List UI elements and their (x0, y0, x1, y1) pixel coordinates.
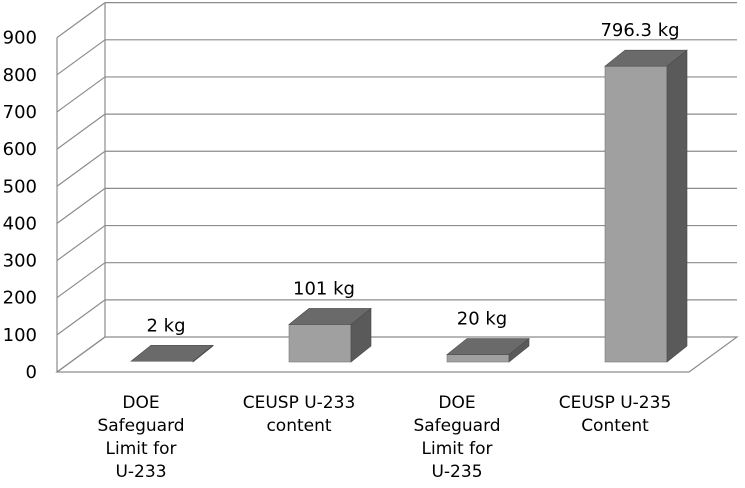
y-tick-label: 600 (3, 139, 37, 160)
chart-floor (55, 336, 739, 373)
bar-top (446, 338, 530, 355)
bar-top (130, 344, 214, 362)
data-label: 2 kg (146, 315, 185, 336)
data-label: 796.3 kg (600, 20, 679, 41)
y-axis-tick-labels: 0 100 200 300 400 500 600 700 800 900 (3, 28, 37, 383)
bar-top (604, 49, 688, 67)
gridline-wall (56, 262, 106, 299)
gridline-wall (56, 150, 106, 187)
gridline-wall (56, 225, 106, 262)
gridline-wall (56, 299, 106, 336)
category-label: CEUSP U-235 (559, 393, 672, 413)
bar-top (288, 308, 372, 325)
data-label: 20 kg (457, 309, 507, 330)
bar-front (288, 324, 352, 363)
category-label: Safeguard (97, 416, 184, 436)
bar-front (446, 354, 510, 363)
category-label: U-235 (431, 462, 482, 482)
category-label: U-233 (115, 462, 166, 482)
gridline-wall (56, 39, 106, 76)
category-label: DOE (438, 393, 475, 413)
y-tick-label: 0 (26, 362, 37, 383)
y-tick-label: 500 (3, 176, 37, 197)
category-label: content (266, 416, 331, 436)
y-tick-label: 700 (3, 102, 37, 123)
y-tick-label: 900 (3, 28, 37, 49)
y-tick-label: 800 (3, 65, 37, 86)
x-axis-category-labels: DOE Safeguard Limit for U-233 CEUSP U-233 con… (97, 393, 671, 482)
y-tick-label: 300 (3, 251, 37, 272)
data-label: 101 kg (293, 278, 355, 299)
y-tick-label: 400 (3, 213, 37, 234)
gridline-wall (56, 76, 106, 113)
category-label: Safeguard (413, 416, 500, 436)
category-label: Limit for (422, 439, 493, 459)
gridline-wall (56, 2, 106, 39)
gridline-wall (56, 187, 106, 224)
bar-side (666, 49, 688, 363)
bars (130, 49, 688, 363)
category-label: Content (581, 416, 649, 436)
gridline-wall (56, 113, 106, 150)
data-labels: 2 kg 101 kg 20 kg 796.3 kg (146, 20, 679, 336)
y-tick-label: 100 (3, 325, 37, 346)
category-label: CEUSP U-233 (243, 393, 356, 413)
bar-front (604, 65, 668, 363)
category-label: DOE (122, 393, 159, 413)
y-tick-label: 200 (3, 288, 37, 309)
category-label: Limit for (106, 439, 177, 459)
